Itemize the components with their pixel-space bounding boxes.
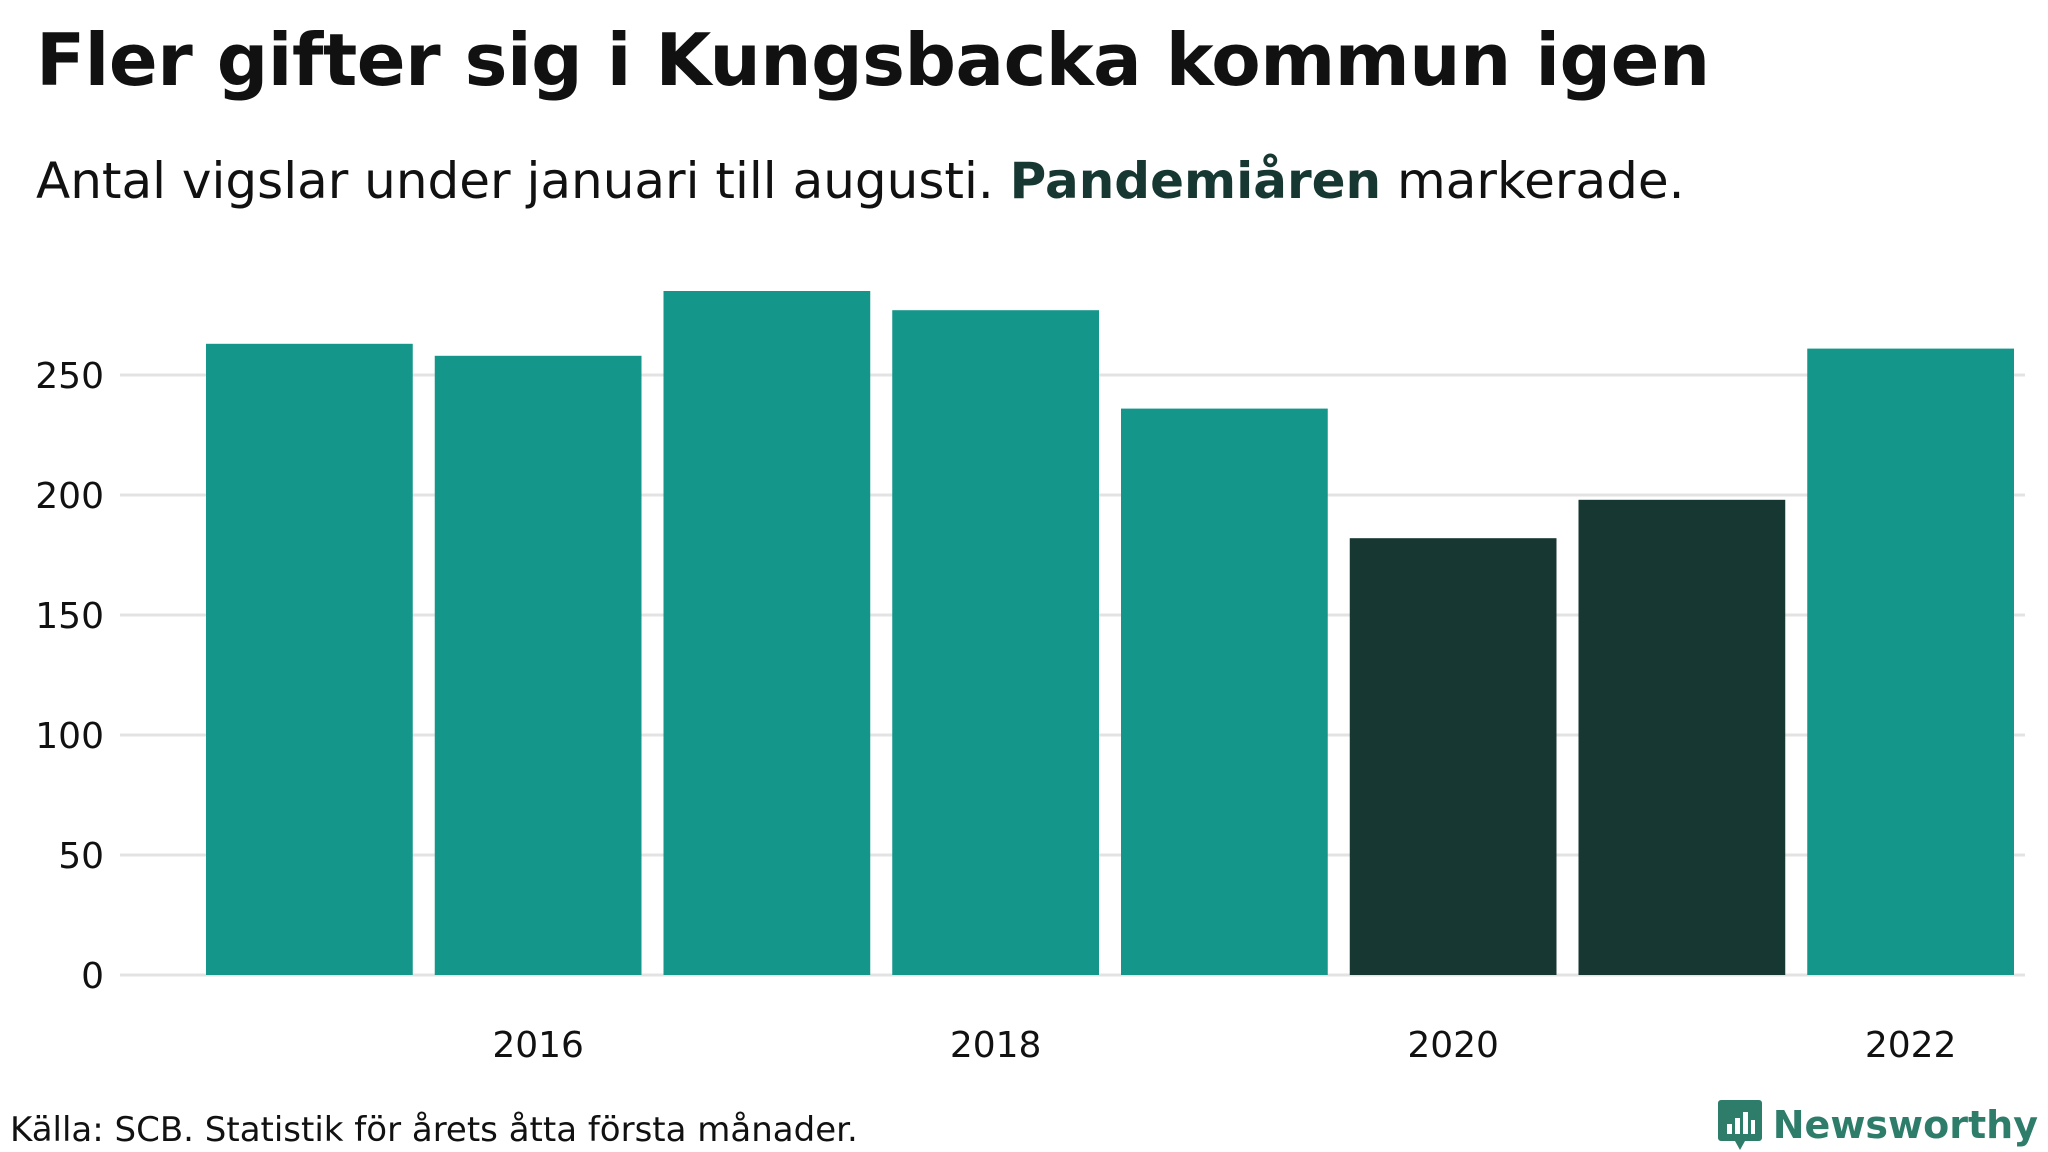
subtitle-highlight: Pandemiåren: [1009, 152, 1382, 210]
y-tick-label: 50: [58, 836, 104, 877]
subtitle-suffix: markerade.: [1381, 152, 1685, 210]
bar-2016: [434, 355, 642, 975]
bar-2022: [1807, 348, 2014, 976]
bar-2018: [892, 310, 1099, 975]
brand-logo: Newsworthy: [1717, 1098, 2038, 1152]
bar-2020: [1349, 538, 1557, 975]
x-axis-ticks: 2016 2018 2020 2022: [492, 1025, 1956, 1066]
subtitle-text: Antal vigslar under januari till augusti…: [36, 152, 1010, 210]
bar-chart-speech-bubble-icon: [1717, 1100, 1762, 1150]
y-tick-label: 100: [35, 716, 104, 757]
brand-name: Newsworthy: [1772, 1103, 2038, 1147]
bar-2019: [1121, 408, 1328, 976]
y-tick-label: 200: [35, 476, 104, 517]
bar-2021: [1578, 499, 1786, 975]
x-tick-label: 2018: [950, 1025, 1042, 1066]
y-tick-label: 0: [81, 956, 104, 997]
chart-subtitle: Antal vigslar under januari till augusti…: [36, 152, 1684, 210]
bars: [206, 291, 2014, 976]
y-tick-label: 250: [35, 356, 104, 397]
bar-2017: [663, 291, 871, 975]
x-tick-label: 2020: [1407, 1025, 1499, 1066]
x-tick-label: 2016: [492, 1025, 584, 1066]
bar-2015: [206, 343, 413, 975]
source-note: Källa: SCB. Statistik för årets åtta för…: [10, 1110, 858, 1150]
y-axis-ticks: 0 50 100 150 200 250: [35, 356, 104, 997]
x-tick-label: 2022: [1865, 1025, 1957, 1066]
chart-title: Fler gifter sig i Kungsbacka kommun igen: [36, 18, 1710, 102]
y-tick-label: 150: [35, 596, 104, 637]
